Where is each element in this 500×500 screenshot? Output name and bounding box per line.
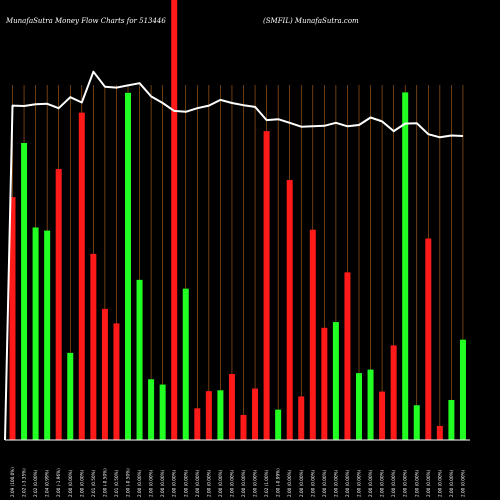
x-tick-label: 2.00 (0.00%) xyxy=(460,469,465,497)
x-tick-label: 2.00 (0.00%) xyxy=(299,469,304,497)
bar xyxy=(309,229,316,440)
chart-title: MunafaSutra Money Flow Charts for 513446 xyxy=(5,17,166,25)
x-tick-label: 2.00 (0.00%) xyxy=(183,469,188,497)
x-tick-label: 2.00 (0.00%) xyxy=(391,469,396,497)
bar xyxy=(90,253,97,440)
bar xyxy=(125,92,131,440)
x-tick-label: 2.00 (0.00%) xyxy=(229,469,234,497)
bar xyxy=(413,405,420,440)
x-tick-label: 2.00 (0.00%) xyxy=(253,469,258,497)
x-tick-label: 2.00 (0.00%) xyxy=(403,469,408,497)
bar-series xyxy=(9,0,466,441)
x-tick-label: 2.00 (0.00%) xyxy=(206,469,211,497)
x-tick-label: 2.00 (0.00%) xyxy=(149,469,154,497)
x-tick-label: 2.00 (-0.99%) xyxy=(276,468,281,497)
x-tick-label: 2.00 (0.00%) xyxy=(449,469,454,497)
x-tick-label: 2.00 (0.00%) xyxy=(380,469,385,497)
x-tick-label: 2.02 (-3.35%) xyxy=(22,468,27,497)
bar xyxy=(148,379,155,440)
bar xyxy=(55,168,62,440)
bar xyxy=(436,425,443,440)
bar xyxy=(379,391,386,440)
x-tick-label: 2.01 (0.50%) xyxy=(91,469,96,497)
bar xyxy=(67,352,74,440)
bar xyxy=(21,143,28,440)
x-tick-label: 2.00 (0.00%) xyxy=(287,469,292,497)
x-tick-label: 2.04 (0.99%) xyxy=(45,469,50,497)
bar xyxy=(240,414,247,440)
x-tick-label: 2.00 (0.00%) xyxy=(357,469,362,497)
bar xyxy=(171,0,178,440)
bar xyxy=(286,179,293,440)
x-tick-label: 2.09 (100.0%) xyxy=(10,467,15,497)
bar xyxy=(367,369,374,440)
x-tick-label: 2.00 (0.00%) xyxy=(79,469,84,497)
bar xyxy=(402,92,409,441)
bar xyxy=(321,327,328,440)
bar xyxy=(44,230,51,440)
bar xyxy=(275,409,282,440)
x-tick-label: 2.00 (0.00%) xyxy=(137,469,142,497)
x-tick-label: 2.00 (-0.50%) xyxy=(126,468,131,497)
bar xyxy=(78,112,85,440)
bar xyxy=(228,374,235,440)
x-tick-label: 2.00 (-0.50%) xyxy=(102,468,107,497)
x-tick-labels: 2.09 (100.0%) 2.02 (-3.35%) 2.02 (0.00%) 2.… xyxy=(10,467,465,497)
bar xyxy=(298,396,305,440)
chart-subtitle: (SMFIL) MunafaSutra.com xyxy=(263,17,359,25)
bar xyxy=(194,408,201,440)
x-tick-label: 2.00 (0.00%) xyxy=(368,469,373,497)
bar xyxy=(448,399,455,440)
x-tick-label: 2.00 (0.00%) xyxy=(195,469,200,497)
bar xyxy=(32,227,39,440)
bar xyxy=(356,373,362,440)
x-tick-label: 2.00 (0.00%) xyxy=(172,469,177,497)
x-tick-label: 2.00 (0.00%) xyxy=(333,469,338,497)
x-tick-label: 2.01 (0.50%) xyxy=(114,469,119,497)
x-tick-label: 2.02 (1.00%) xyxy=(264,469,269,497)
x-tick-label: 2.02 (0.00%) xyxy=(33,469,38,497)
x-tick-label: 2.00 (0.00%) xyxy=(414,469,419,497)
bar xyxy=(263,131,270,440)
bar xyxy=(252,388,259,440)
bar xyxy=(9,197,16,440)
x-tick-label: 2.00 (0.00%) xyxy=(345,469,350,497)
bar xyxy=(390,345,397,440)
bar xyxy=(205,391,212,440)
bar xyxy=(332,322,339,440)
x-tick-label: 2.00 (-1.96%) xyxy=(56,468,61,497)
x-tick-label: 2.00 (0.00%) xyxy=(160,469,165,497)
bar xyxy=(459,339,466,440)
bar xyxy=(344,272,351,440)
x-tick-label: 2.00 (0.00%) xyxy=(241,469,246,497)
bar xyxy=(182,288,189,440)
bar xyxy=(425,238,432,440)
bar xyxy=(136,279,143,440)
bar xyxy=(113,323,120,440)
x-tick-label: 2.00 (0.00%) xyxy=(310,469,315,497)
bar xyxy=(159,384,166,440)
bar xyxy=(101,308,108,440)
x-tick-label: 2.00 (0.00%) xyxy=(218,469,223,497)
bar xyxy=(217,390,224,440)
x-tick-label: 2.00 (0.00%) xyxy=(68,469,73,497)
x-tick-label: 2.00 (0.00%) xyxy=(322,469,327,497)
x-tick-label: 2.00 (0.00%) xyxy=(437,469,442,497)
line-series xyxy=(4,70,464,441)
x-tick-label: 2.00 (0.00%) xyxy=(426,469,431,497)
